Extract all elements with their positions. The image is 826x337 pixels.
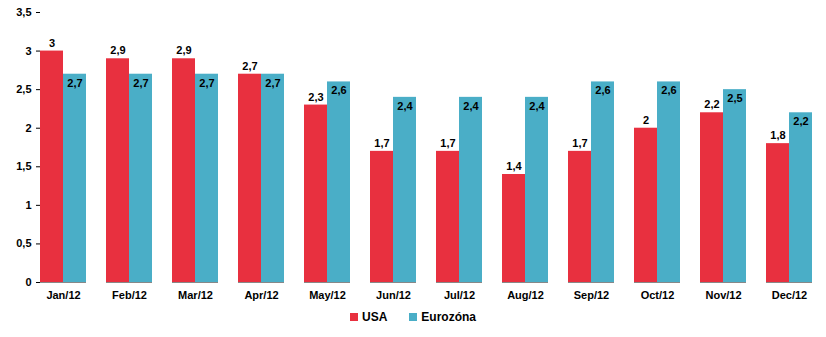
svg-text:2,7: 2,7 (67, 77, 82, 89)
svg-text:Nov/12: Nov/12 (705, 289, 741, 301)
svg-text:2,6: 2,6 (595, 84, 610, 96)
svg-text:2,2: 2,2 (704, 98, 719, 110)
svg-text:1,5: 1,5 (16, 160, 31, 172)
svg-text:3: 3 (25, 45, 31, 57)
svg-text:2,4: 2,4 (463, 100, 479, 112)
svg-text:1: 1 (25, 199, 31, 211)
svg-text:2,4: 2,4 (397, 100, 413, 112)
svg-text:2,9: 2,9 (110, 44, 125, 56)
svg-text:1,7: 1,7 (572, 137, 587, 149)
svg-text:0,5: 0,5 (16, 237, 31, 249)
svg-text:1,7: 1,7 (374, 137, 389, 149)
svg-text:3: 3 (49, 37, 55, 49)
svg-text:2,7: 2,7 (133, 77, 148, 89)
svg-text:1,4: 1,4 (506, 160, 522, 172)
svg-text:2: 2 (25, 122, 31, 134)
svg-text:Sep/12: Sep/12 (574, 289, 609, 301)
svg-text:3,5: 3,5 (16, 6, 31, 18)
svg-text:Feb/12: Feb/12 (112, 289, 147, 301)
svg-text:Dec/12: Dec/12 (772, 289, 807, 301)
svg-text:2,7: 2,7 (199, 77, 214, 89)
svg-text:2,9: 2,9 (176, 44, 191, 56)
svg-text:Jul/12: Jul/12 (444, 289, 475, 301)
svg-text:2,4: 2,4 (529, 100, 545, 112)
svg-text:2,6: 2,6 (331, 84, 346, 96)
svg-text:1,8: 1,8 (770, 129, 785, 141)
svg-text:1,7: 1,7 (440, 137, 455, 149)
svg-text:2,5: 2,5 (16, 83, 31, 95)
svg-text:Jun/12: Jun/12 (376, 289, 411, 301)
html-text:USA: USA (362, 310, 388, 324)
svg-text:2,6: 2,6 (661, 84, 676, 96)
svg-text:2,5: 2,5 (727, 92, 742, 104)
svg-text:May/12: May/12 (309, 289, 346, 301)
svg-text:Aug/12: Aug/12 (507, 289, 544, 301)
svg-text:2,2: 2,2 (793, 115, 808, 127)
svg-text:Apr/12: Apr/12 (244, 289, 278, 301)
svg-text:0: 0 (25, 276, 31, 288)
svg-text:2,3: 2,3 (308, 91, 323, 103)
svg-text:Jan/12: Jan/12 (46, 289, 80, 301)
svg-text:2,7: 2,7 (265, 77, 280, 89)
svg-text:Oct/12: Oct/12 (641, 289, 675, 301)
svg-text:Mar/12: Mar/12 (178, 289, 213, 301)
html-text:Eurozóna: Eurozóna (421, 310, 476, 324)
svg-text:2: 2 (643, 114, 649, 126)
svg-text:2,7: 2,7 (242, 60, 257, 72)
